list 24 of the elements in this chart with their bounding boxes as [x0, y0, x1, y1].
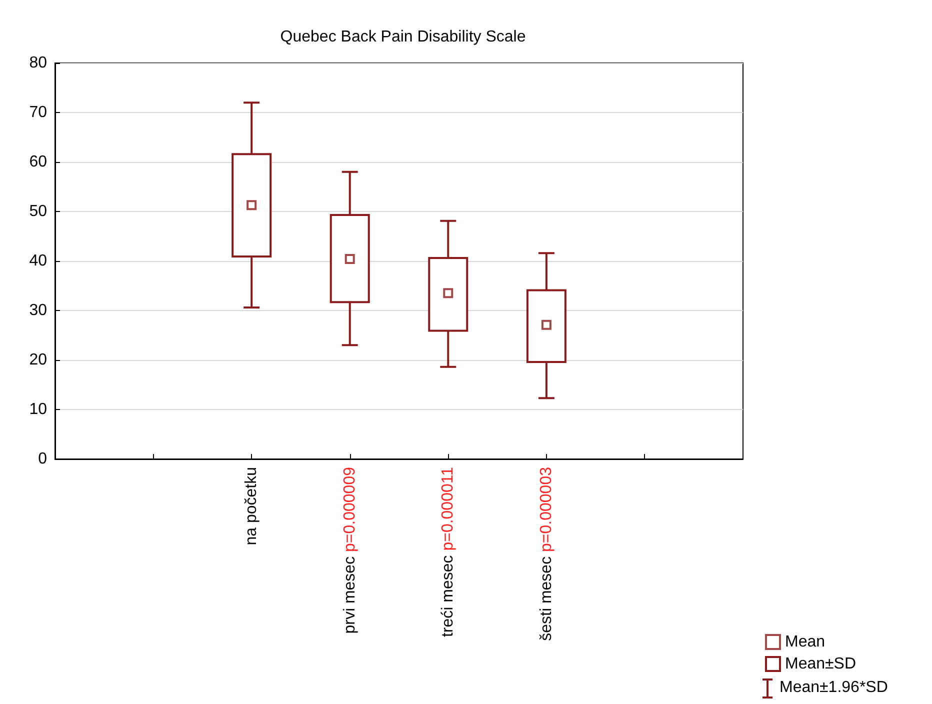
y-tick-label: 30: [29, 302, 48, 319]
y-tick-label: 20: [29, 352, 48, 368]
y-tick-label: 80: [29, 54, 48, 72]
annotation: p=0.000009: [341, 466, 358, 552]
y-tick-label: 10: [29, 401, 48, 418]
point: [443, 288, 454, 298]
x-tick-label: prvi mesec: [341, 556, 358, 634]
point: [541, 320, 552, 330]
annotation: p=0.000003: [538, 466, 555, 552]
x-tick-label: šesti mesec: [538, 556, 555, 641]
x-tick-label: na početku: [243, 467, 260, 546]
y-tick-label: 60: [29, 154, 48, 170]
y-tick-label: 0: [38, 450, 48, 468]
point: [246, 200, 257, 210]
chart-title: Quebec Back Pain Disability Scale: [280, 28, 526, 46]
text: Mean±1.96*SD: [780, 679, 888, 696]
point: [344, 254, 355, 264]
legend-label: Mean±SD: [785, 656, 856, 672]
x-tick-label: treći mesec: [440, 555, 457, 638]
y-tick-label: 70: [29, 104, 48, 121]
legend-label: Mean: [785, 634, 826, 650]
y-tick-label: 40: [29, 252, 48, 270]
annotation: p=0.000011: [440, 466, 457, 551]
y-tick-label: 50: [29, 203, 48, 220]
